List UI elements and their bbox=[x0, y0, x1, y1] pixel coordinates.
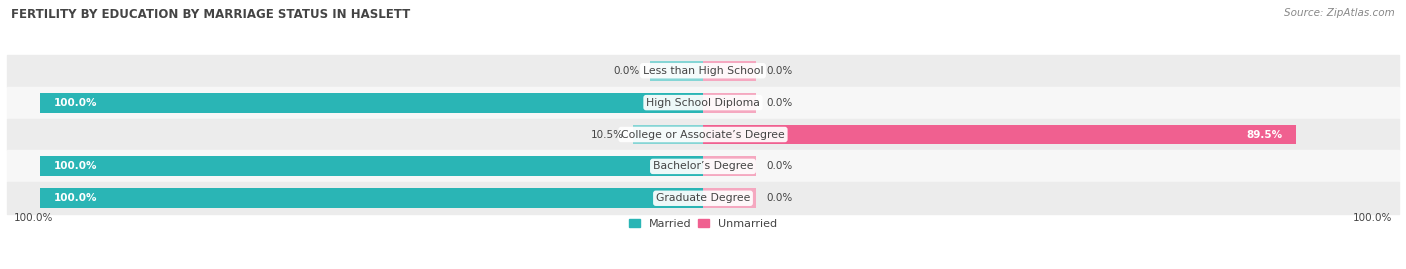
Text: 100.0%: 100.0% bbox=[53, 161, 97, 171]
Text: 10.5%: 10.5% bbox=[591, 129, 623, 140]
Bar bbox=[703, 157, 756, 176]
Text: 0.0%: 0.0% bbox=[766, 193, 792, 203]
Bar bbox=[7, 182, 1399, 214]
Text: 100.0%: 100.0% bbox=[1353, 213, 1392, 223]
Text: 100.0%: 100.0% bbox=[53, 193, 97, 203]
Text: 100.0%: 100.0% bbox=[53, 98, 97, 108]
Legend: Married, Unmarried: Married, Unmarried bbox=[628, 219, 778, 229]
Bar bbox=[7, 119, 1399, 150]
Bar bbox=[703, 125, 1296, 144]
Text: Graduate Degree: Graduate Degree bbox=[655, 193, 751, 203]
Text: 0.0%: 0.0% bbox=[766, 66, 792, 76]
Bar bbox=[633, 125, 703, 144]
Bar bbox=[650, 61, 703, 81]
Bar bbox=[703, 188, 756, 208]
Bar bbox=[41, 157, 703, 176]
Text: 100.0%: 100.0% bbox=[14, 213, 53, 223]
Text: FERTILITY BY EDUCATION BY MARRIAGE STATUS IN HASLETT: FERTILITY BY EDUCATION BY MARRIAGE STATU… bbox=[11, 8, 411, 21]
Text: College or Associate’s Degree: College or Associate’s Degree bbox=[621, 129, 785, 140]
Bar bbox=[41, 188, 703, 208]
Bar bbox=[703, 61, 756, 81]
Text: 89.5%: 89.5% bbox=[1247, 129, 1282, 140]
Text: Less than High School: Less than High School bbox=[643, 66, 763, 76]
Text: High School Diploma: High School Diploma bbox=[647, 98, 759, 108]
Bar bbox=[7, 87, 1399, 119]
Bar bbox=[703, 93, 756, 112]
Text: 0.0%: 0.0% bbox=[766, 98, 792, 108]
Bar bbox=[7, 55, 1399, 87]
Text: 0.0%: 0.0% bbox=[766, 161, 792, 171]
Text: Source: ZipAtlas.com: Source: ZipAtlas.com bbox=[1284, 8, 1395, 18]
Text: 0.0%: 0.0% bbox=[614, 66, 640, 76]
Bar bbox=[41, 93, 703, 112]
Bar bbox=[7, 150, 1399, 182]
Text: Bachelor’s Degree: Bachelor’s Degree bbox=[652, 161, 754, 171]
